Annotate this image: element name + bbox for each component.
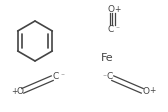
Text: Fe: Fe: [101, 53, 113, 62]
Text: O: O: [108, 5, 115, 14]
Text: C: C: [53, 72, 59, 81]
Text: C: C: [107, 72, 113, 81]
Text: ⁻: ⁻: [115, 24, 119, 33]
Text: +: +: [114, 4, 120, 13]
Text: C: C: [108, 24, 114, 33]
Text: O: O: [16, 87, 24, 96]
Text: O: O: [142, 87, 150, 96]
Text: ⁻: ⁻: [102, 72, 106, 81]
Text: +: +: [11, 87, 17, 96]
Text: ⁻: ⁻: [60, 71, 64, 80]
Text: +: +: [149, 86, 155, 95]
